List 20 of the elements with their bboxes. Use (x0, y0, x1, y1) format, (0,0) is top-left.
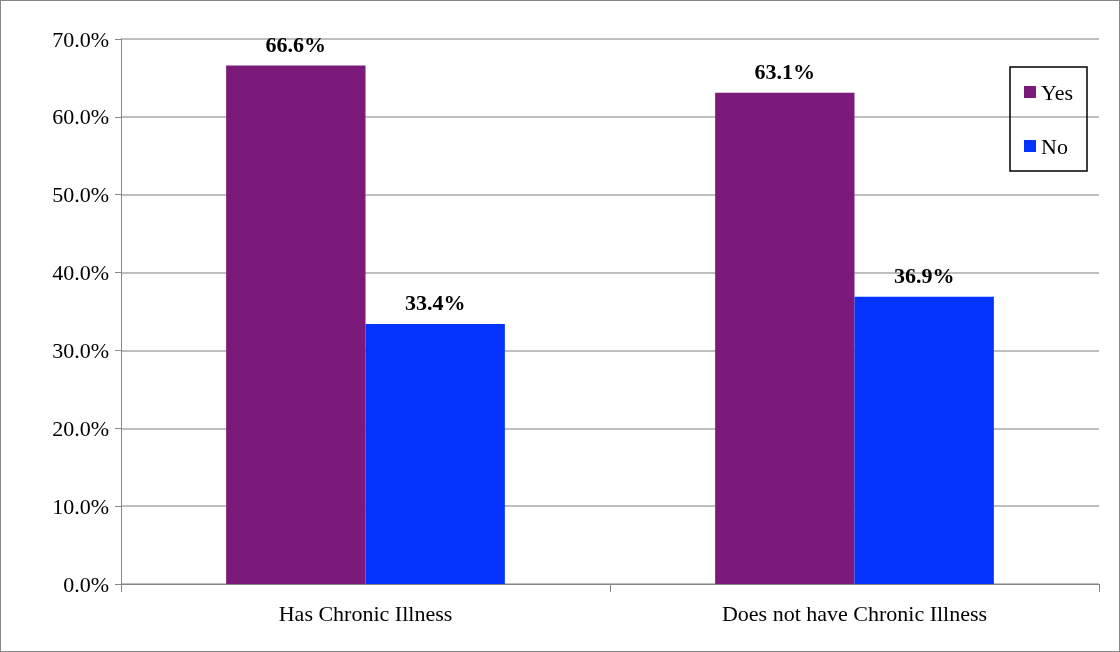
bar (854, 296, 994, 584)
data-label: 63.1% (754, 59, 816, 85)
y-tick-label: 60.0% (52, 104, 109, 130)
x-tick-label: Does not have Chronic Illness (721, 600, 988, 626)
bar (715, 92, 855, 584)
bar (365, 323, 505, 584)
data-label: 66.6% (265, 31, 327, 57)
y-tick-label: 10.0% (52, 493, 109, 519)
bar (226, 65, 366, 584)
y-tick-label: 20.0% (52, 415, 109, 441)
x-tick-label: Has Chronic Illness (278, 600, 453, 626)
data-label: 33.4% (404, 290, 466, 316)
data-label: 36.9% (893, 263, 955, 289)
y-tick-label: 70.0% (52, 26, 109, 52)
legend-label: No (1040, 133, 1068, 159)
y-tick-label: 30.0% (52, 337, 109, 363)
y-tick-label: 50.0% (52, 182, 109, 208)
y-tick-label: 0.0% (63, 571, 109, 597)
y-tick-label: 40.0% (52, 260, 109, 286)
legend-label: Yes (1040, 79, 1073, 105)
